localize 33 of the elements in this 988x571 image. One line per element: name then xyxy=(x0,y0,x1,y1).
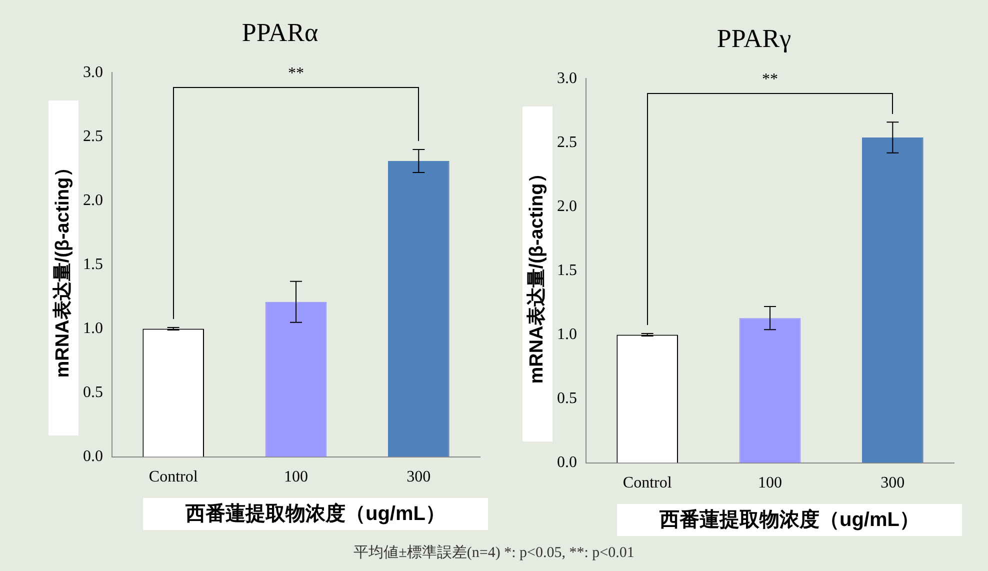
x-tick-label: 100 xyxy=(758,474,782,492)
bar xyxy=(862,138,924,463)
x-tick-label: Control xyxy=(148,468,198,486)
y-tick-label: 1.5 xyxy=(83,256,103,273)
bar xyxy=(739,318,801,463)
y-tick-label: 2.5 xyxy=(83,128,103,145)
y-tick-label: 1.0 xyxy=(83,320,103,337)
y-tick-label: 1.0 xyxy=(557,326,577,343)
y-tick-label: 0.5 xyxy=(557,390,577,407)
y-tick-label: 2.0 xyxy=(83,192,103,209)
x-axis-title: 西番蓮提取物浓度（ug/mL） xyxy=(617,504,962,536)
y-tick-label: 0.0 xyxy=(83,448,103,466)
x-tick-label: 100 xyxy=(284,468,308,486)
y-tick-label: 3.0 xyxy=(83,64,103,81)
y-tick-label: 2.5 xyxy=(557,134,577,151)
annotation: ** xyxy=(761,70,779,89)
y-tick-label: 2.0 xyxy=(557,198,577,215)
chart-title: PPARα xyxy=(240,18,320,48)
y-tick-label: 0.5 xyxy=(83,384,103,401)
y-tick-label: 0.0 xyxy=(557,454,577,472)
annotation: ** xyxy=(287,64,305,83)
x-tick-label: 300 xyxy=(406,468,431,486)
y-axis-title: mRNA表达量/(β-acting） xyxy=(48,100,78,436)
y-tick-label: 1.5 xyxy=(557,262,577,279)
y-tick-label: 3.0 xyxy=(557,70,577,87)
chart-title: PPARγ xyxy=(716,24,792,54)
y-axis-title: mRNA表达量/(β-acting） xyxy=(522,106,552,442)
x-tick-label: Control xyxy=(622,474,672,492)
x-tick-label: 300 xyxy=(880,474,905,492)
bar xyxy=(265,302,327,457)
x-axis-title: 西番蓮提取物浓度（ug/mL） xyxy=(143,498,488,530)
bar xyxy=(388,160,450,457)
text: 平均値±標準誤差(n=4) *: p<0.05, **: p<0.01 xyxy=(352,544,636,562)
